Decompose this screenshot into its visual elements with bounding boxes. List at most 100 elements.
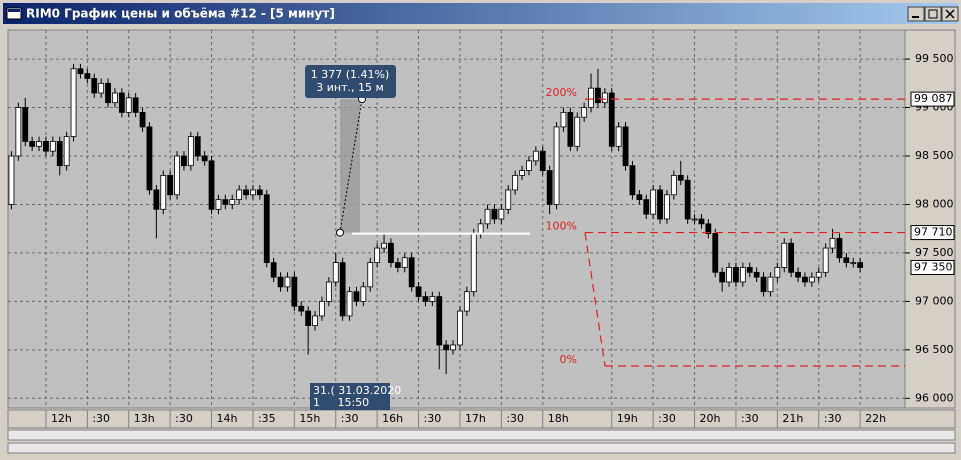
candle-body [760,276,767,293]
scrollbar[interactable] [7,429,956,441]
maximize-button[interactable] [924,6,942,22]
candle-body [498,208,505,220]
candle-body [181,155,187,167]
candle-body [422,296,429,302]
candle-body [208,160,215,210]
candle-body [850,262,857,265]
window-icon [6,7,22,20]
candle-body [160,174,167,210]
y-tick-label: 99 500 [915,52,954,65]
candle-body [353,291,360,302]
candle-body [284,276,291,288]
candle-body [726,267,732,283]
candle-body [381,242,387,249]
candle-body [49,141,56,152]
x-tick-label: :30 [741,412,759,425]
candle-body [857,262,864,268]
candle-body [125,97,132,113]
x-tick-label: 18h [548,412,569,425]
measure-tooltip [305,65,396,98]
candle-body [22,107,29,142]
price-label-box [910,91,955,107]
candle-body [677,174,684,181]
candle-body [477,223,484,234]
candle-body [808,276,815,283]
minimize-button[interactable] [907,6,925,22]
candle-body [346,291,353,317]
candle-body [650,189,657,215]
candle-body [91,78,98,94]
candle-body [463,291,470,312]
candle-body [608,92,615,147]
price-label-box [910,259,955,275]
candle-body [526,160,532,171]
candle-body [236,189,243,201]
candle-body [712,233,719,273]
candle-body [277,276,284,288]
candle-body [8,155,15,205]
candle-body [629,165,636,196]
measure-detail: 3 инт., 15 м [316,81,384,94]
x-tick-label: :30 [175,412,193,425]
candle-body [36,141,42,147]
y-tick-label: 98 500 [915,149,954,162]
candle-body [29,141,36,147]
close-glyph [945,9,955,19]
candle-body [588,87,594,108]
candle-body [546,170,553,205]
candle-body [829,237,836,249]
candle-body [229,199,236,205]
candle-body [574,116,581,147]
candle-body [436,296,443,346]
candle-body [256,189,263,196]
candle-body [394,262,401,268]
x-tick-label: 20h [700,412,721,425]
candle-body [325,281,332,302]
candle-body [733,267,739,283]
fib-label: 200% [546,86,577,99]
candle-body [305,310,312,327]
candle-body [539,150,546,171]
candle-body [146,126,153,191]
candle-body [118,92,125,113]
fib-label: 100% [546,220,577,233]
candle-body [512,174,519,191]
x-tick-label: :30 [658,412,676,425]
candle-body [408,257,415,288]
candle-body [153,189,160,210]
candle-body [139,111,146,128]
maximize-glyph [928,9,938,19]
scrollbar[interactable] [7,442,956,454]
candle-body [319,300,325,317]
candle-body [70,68,77,138]
candle-body [63,136,70,167]
candle-body [15,107,22,157]
window-icon-bar [8,9,20,12]
candle-body [167,174,174,196]
candle-body [250,189,256,196]
x-tick-label: 21h [782,412,803,425]
x-tick-label: :30 [341,412,359,425]
x-tick-label: 16h [382,412,403,425]
candle-body [243,189,249,196]
candle-body [560,111,567,128]
candle-body [401,257,408,268]
candle-body [753,271,760,278]
candle-body [767,276,774,293]
candle-body [388,242,394,264]
candle-body [491,208,498,220]
candle-body [746,267,753,273]
measure-text: 1 377 (1.41%) [311,68,390,81]
candle-body [56,141,63,167]
candle-body [312,315,318,327]
price-label: 99 087 [914,92,953,105]
y-tick-label: 97 500 [915,246,954,259]
candle-body [201,155,208,162]
candle-body [187,136,194,167]
candle-body [581,107,588,118]
candle-body [781,242,788,268]
candle-body [367,262,374,288]
y-tick-label: 96 500 [915,343,954,356]
candle-body [705,223,712,234]
